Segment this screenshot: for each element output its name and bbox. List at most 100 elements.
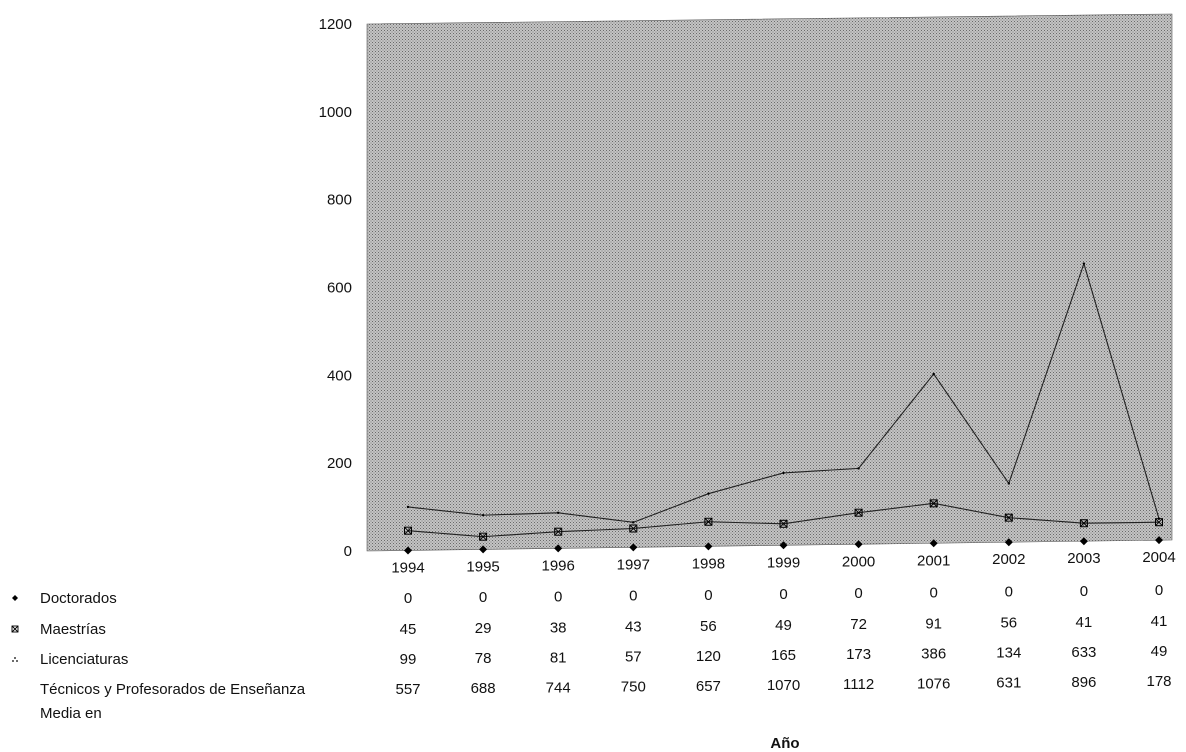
table-cell: 43 (625, 619, 642, 636)
licenciaturas-point (1157, 517, 1161, 520)
y-tick-label: 600 (327, 280, 352, 297)
table-cell: 386 (921, 645, 946, 662)
y-tick-label: 0 (344, 543, 352, 560)
table-cell: 57 (625, 649, 642, 666)
table-cell: 0 (1005, 584, 1013, 601)
x-tick-label: 1995 (466, 558, 499, 575)
table-cell: 0 (704, 587, 712, 604)
maestrias-point (1004, 513, 1013, 522)
doctorados-point (479, 545, 488, 554)
licenciaturas-point (406, 505, 410, 509)
table-cell: 633 (1071, 644, 1096, 661)
legend-label: Licenciaturas (40, 651, 128, 668)
doctorados-point (704, 542, 713, 551)
table-cell: 896 (1071, 674, 1096, 691)
licenciaturas-point (782, 471, 785, 475)
maestrias-point (404, 526, 412, 535)
x-tick-label: 1999 (767, 554, 800, 571)
legend-label: Doctorados (40, 590, 117, 607)
licenciaturas-point (557, 511, 560, 515)
doctorados-point (629, 543, 638, 552)
table-cell: 173 (846, 646, 871, 663)
table-cell: 744 (546, 679, 571, 696)
y-tick-label: 400 (327, 367, 352, 384)
table-cell: 29 (475, 620, 492, 637)
maestrias-point (629, 524, 638, 533)
x-tick-label: 2002 (992, 551, 1025, 568)
licenciaturas-point (1082, 262, 1086, 265)
table-cell: 81 (550, 649, 567, 666)
doctorados-point (1079, 537, 1088, 546)
table-cell: 38 (550, 619, 567, 636)
x-tick-label: 2004 (1142, 549, 1175, 566)
licenciaturas-point (932, 372, 935, 376)
table-cell: 0 (854, 585, 862, 602)
table-cell: 0 (479, 589, 487, 606)
x-tick-label: 1996 (542, 557, 575, 574)
table-cell: 0 (1155, 582, 1163, 599)
table-cell: 557 (395, 681, 420, 698)
licenciaturas-point (707, 492, 710, 495)
table-cell: 178 (1146, 673, 1171, 690)
doctorados-point (854, 540, 863, 549)
doctorados-point (929, 539, 938, 548)
x-tick-label: 1998 (692, 555, 725, 572)
table-cell: 41 (1151, 613, 1168, 630)
legend-dots-icon (12, 657, 18, 662)
table-cell: 99 (400, 651, 417, 668)
table-cell: 78 (475, 650, 492, 667)
legend-diamond-icon (12, 595, 18, 601)
x-tick-label: 1997 (617, 556, 650, 573)
table-cell: 688 (471, 680, 496, 697)
table-cell: 120 (696, 648, 721, 665)
table-cell: 1112 (843, 676, 874, 693)
maestrias-point (929, 499, 938, 508)
table-cell: 0 (629, 588, 637, 605)
doctorados-point (404, 546, 412, 555)
table-cell: 631 (996, 675, 1021, 692)
table-cell: 0 (930, 584, 938, 601)
table-cell: 1076 (917, 675, 950, 692)
table-cell: 56 (700, 618, 717, 635)
table-cell: 41 (1076, 614, 1093, 631)
x-tick-label: 1994 (391, 559, 424, 576)
x-tick-label: 2001 (917, 552, 950, 569)
maestrias-point (854, 508, 863, 517)
table-cell: 49 (775, 617, 792, 634)
table-cell: 91 (925, 615, 942, 632)
table-cell: 45 (400, 621, 417, 638)
table-cell: 49 (1151, 643, 1168, 660)
y-tick-label: 1200 (319, 16, 352, 33)
legend-label: Maestrías (40, 621, 106, 638)
table-cell: 72 (850, 616, 867, 633)
legend-x-square-icon (11, 625, 19, 633)
doctorados-point (1155, 536, 1163, 545)
doctorados-point (554, 544, 563, 553)
maestrias-point (479, 532, 488, 541)
y-tick-label: 800 (327, 192, 352, 209)
table-cell: 1070 (767, 677, 800, 694)
maestrias-point (554, 527, 563, 536)
licenciaturas-point (1007, 482, 1010, 485)
licenciaturas-point (481, 513, 485, 517)
doctorados-point (779, 541, 788, 550)
licenciaturas-point (632, 521, 635, 524)
x-axis-label: Año (770, 735, 799, 752)
doctorados-point (1004, 538, 1013, 547)
legend-label: Técnicos y Profesorados de Enseñanza (40, 681, 306, 698)
table-cell: 0 (554, 588, 562, 605)
maestrias-point (1079, 519, 1088, 528)
plot-area (366, 13, 1173, 552)
table-cell: 0 (404, 590, 412, 607)
y-tick-label: 1000 (319, 104, 352, 121)
x-tick-label: 2000 (842, 553, 875, 570)
x-tick-label: 2003 (1067, 550, 1100, 567)
legend-label: Media en (40, 705, 102, 722)
maestrias-point (704, 517, 713, 526)
table-cell: 750 (621, 679, 646, 696)
table-cell: 0 (779, 586, 787, 603)
table-cell: 134 (996, 645, 1021, 662)
table-cell: 165 (771, 647, 796, 664)
maestrias-point (779, 519, 788, 528)
